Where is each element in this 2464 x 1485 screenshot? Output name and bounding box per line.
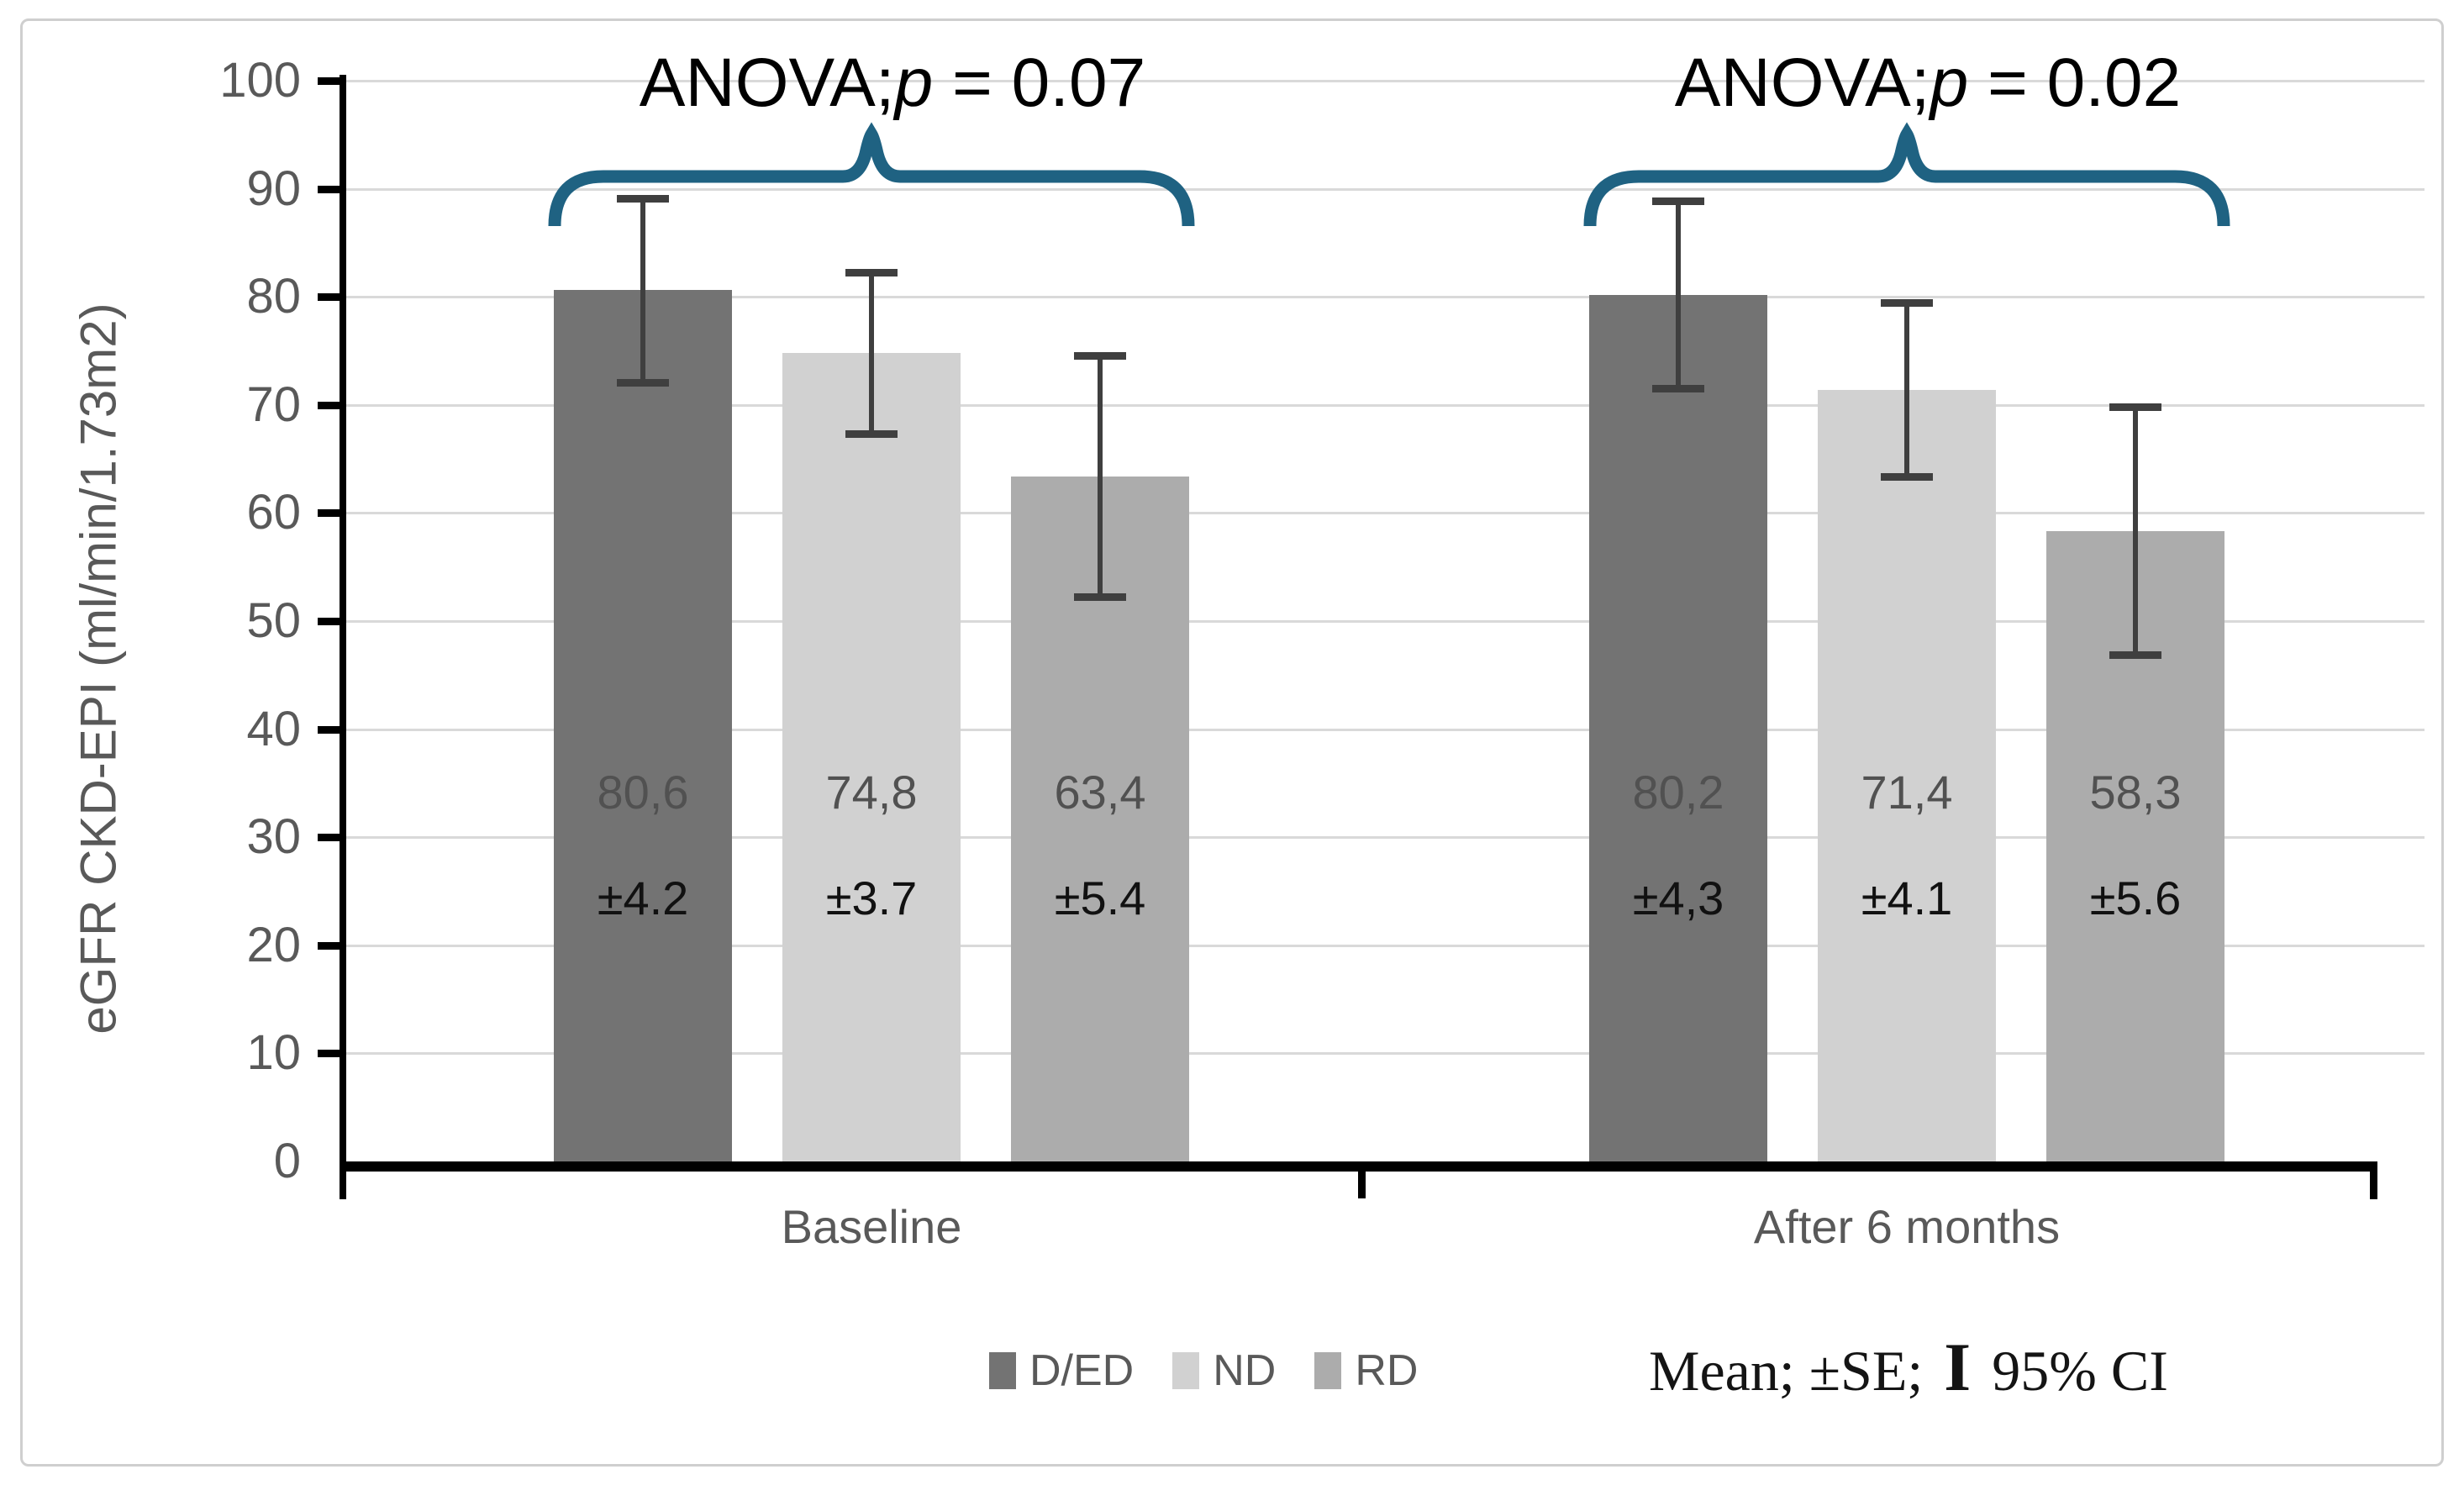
y-axis-line	[340, 75, 346, 1199]
y-tick-label: 60	[246, 485, 301, 540]
bar-mean-label: 80,6	[597, 766, 689, 819]
error-bar-line	[2133, 407, 2138, 656]
error-bar-cap-top	[617, 195, 669, 203]
anova-pvalue: = 0.02	[1968, 45, 2182, 121]
legend-item-nd: ND	[1172, 1347, 1276, 1394]
error-bar-cap-top	[845, 269, 898, 276]
error-bar-cap-bottom	[617, 379, 669, 387]
bar-se-label: ±5.4	[1054, 872, 1146, 924]
error-bar-line	[1904, 303, 1909, 477]
y-tick-label: 100	[219, 53, 301, 108]
legend: D/ED ND RD	[989, 1347, 1418, 1394]
legend-note-suffix: 95% CI	[1977, 1339, 2168, 1403]
y-tick-mark	[318, 77, 343, 85]
y-tick-label: 30	[246, 809, 301, 864]
category-label-baseline: Baseline	[781, 1200, 962, 1253]
x-axis-end-tick	[2370, 1161, 2377, 1199]
bar-nd-after	[1818, 390, 1996, 1161]
anova-annotation: ANOVA;p = 0.02	[1466, 39, 2390, 127]
bar-mean-label: 63,4	[1054, 766, 1146, 819]
anova-brace	[548, 122, 1195, 227]
y-tick-mark	[318, 402, 343, 409]
gridline	[346, 620, 2425, 623]
bar-nd-baseline	[782, 353, 961, 1161]
category-label-after-6-months: After 6 months	[1753, 1200, 2061, 1253]
gridline	[346, 836, 2425, 839]
anova-brace	[1583, 122, 2230, 227]
error-bar-cap-bottom	[2109, 651, 2161, 659]
gridline	[346, 404, 2425, 407]
error-bar-line	[1676, 201, 1681, 389]
gridline	[346, 1052, 2425, 1055]
legend-label: ND	[1213, 1346, 1277, 1395]
error-bar-cap-bottom	[1881, 473, 1933, 481]
bar-se-label: ±4,3	[1632, 872, 1724, 924]
y-tick-mark	[318, 509, 343, 517]
gridline	[346, 729, 2425, 731]
x-axis-line	[340, 1161, 2377, 1172]
y-tick-label: 10	[246, 1025, 301, 1080]
error-bar-cap-top	[1652, 197, 1704, 205]
bar-ded-baseline	[554, 290, 732, 1161]
anova-pvalue: = 0.07	[933, 45, 1146, 121]
y-tick-label: 0	[273, 1134, 301, 1188]
legend-item-ded: D/ED	[989, 1347, 1134, 1394]
legend-label: D/ED	[1029, 1346, 1135, 1395]
error-bar-cap-top	[1881, 299, 1933, 307]
plot-area: 0 10 20 30 40 50 60 70 80 90 100 80,6 ±4.2 74,8 ±3.7 63…	[23, 21, 2441, 1464]
bar-se-label: ±4.1	[1861, 872, 1953, 924]
gridline	[346, 945, 2425, 947]
legend-swatch	[1172, 1352, 1200, 1389]
error-bar-cap-bottom	[845, 430, 898, 438]
error-bar-cap-top	[2109, 403, 2161, 411]
y-tick-mark	[318, 1050, 343, 1057]
bar-mean-label: 80,2	[1632, 766, 1724, 819]
x-axis-mid-tick	[1358, 1172, 1366, 1198]
error-bar-line	[1098, 355, 1103, 598]
error-bar-cap-bottom	[1652, 385, 1704, 392]
y-tick-label: 80	[246, 269, 301, 324]
gridline	[346, 188, 2425, 191]
y-tick-mark	[318, 618, 343, 625]
anova-prefix: ANOVA;	[1674, 45, 1930, 121]
gridline	[346, 296, 2425, 298]
error-bar-cap-bottom	[1074, 593, 1126, 601]
y-tick-mark	[318, 834, 343, 841]
anova-p-italic: p	[1930, 45, 1969, 121]
bar-se-label: ±4.2	[597, 872, 689, 924]
y-tick-label: 90	[246, 161, 301, 216]
error-bar-line	[640, 198, 645, 383]
bar-se-label: ±3.7	[825, 872, 918, 924]
gridline	[346, 512, 2425, 514]
bar-mean-label: 58,3	[2089, 766, 2182, 819]
bar-se-label: ±5.6	[2089, 872, 2182, 924]
bar-ded-after	[1589, 295, 1767, 1161]
anova-prefix: ANOVA;	[639, 45, 895, 121]
legend-note-prefix: Mean; ±SE;	[1649, 1339, 1938, 1403]
error-bar-cap-top	[1074, 352, 1126, 360]
bar-mean-label: 71,4	[1861, 766, 1953, 819]
legend-note: Mean; ±SE; I 95% CI	[1649, 1329, 2168, 1409]
legend-swatch	[1314, 1352, 1342, 1389]
y-tick-mark	[318, 942, 343, 950]
y-tick-label: 20	[246, 918, 301, 972]
legend-label: RD	[1355, 1346, 1419, 1395]
y-tick-mark	[318, 726, 343, 734]
y-tick-label: 40	[246, 702, 301, 756]
y-tick-label: 50	[246, 593, 301, 648]
y-tick-mark	[318, 293, 343, 301]
anova-annotation: ANOVA;p = 0.07	[430, 39, 1355, 127]
error-bar-line	[869, 272, 874, 434]
anova-p-italic: p	[894, 45, 934, 121]
y-tick-mark	[318, 186, 343, 193]
legend-item-rd: RD	[1314, 1347, 1418, 1394]
chart-figure: eGFR CKD-EPI (ml/min/1.73m2) 0 10 20 30 40 50…	[20, 18, 2444, 1467]
y-tick-label: 70	[246, 377, 301, 432]
gridline	[346, 80, 2425, 82]
bar-mean-label: 74,8	[825, 766, 918, 819]
legend-swatch	[989, 1352, 1016, 1389]
error-bar-glyph: I	[1944, 1329, 1972, 1405]
